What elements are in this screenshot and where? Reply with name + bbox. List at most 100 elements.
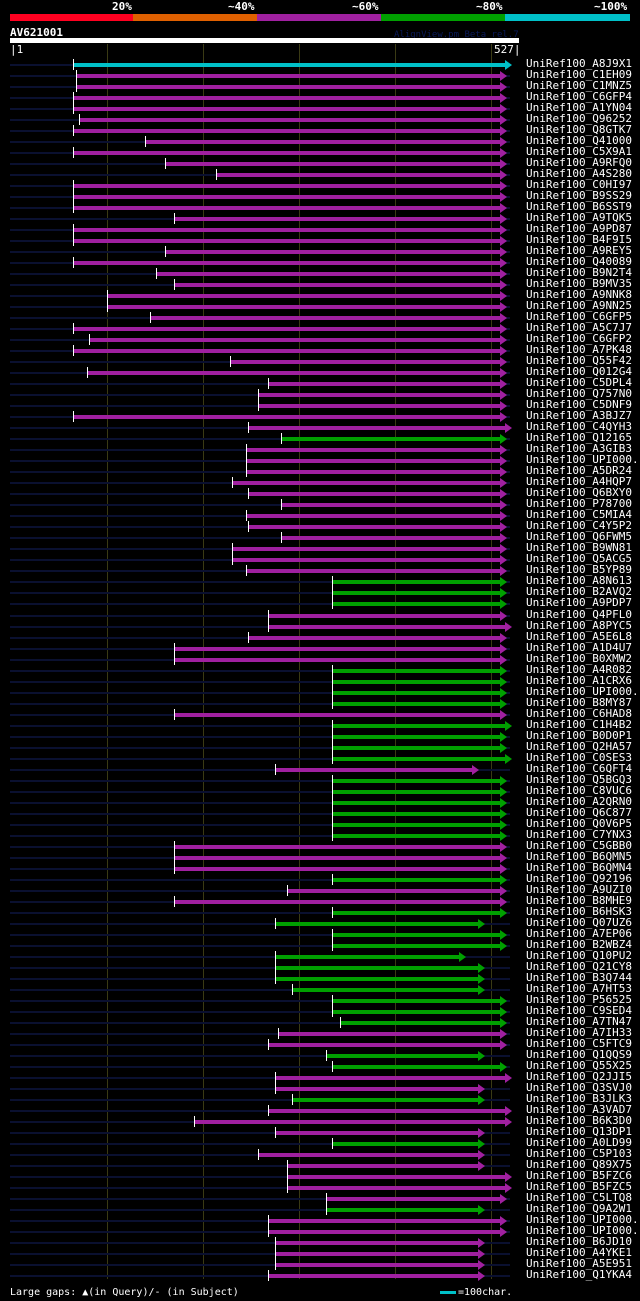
alignment-row[interactable]: UniRef100_P78700 [0,497,640,511]
hit-label[interactable]: UniRef100_Q757N0 [526,387,632,401]
alignment-row[interactable]: UniRef100_B9N2T4 [0,266,640,280]
alignment-row[interactable]: UniRef100_A1YN04 [0,101,640,115]
hit-label[interactable]: UniRef100_B5YP89 [526,563,632,577]
hit-label[interactable]: UniRef100_A0LD99 [526,1135,632,1149]
hit-label[interactable]: UniRef100_B3JLK3 [526,1091,632,1105]
alignment-row[interactable]: UniRef100_C0HI97 [0,178,640,192]
hit-label[interactable]: UniRef100_A9TQK5 [526,211,632,225]
alignment-row[interactable]: UniRef100_C7YNX3 [0,828,640,841]
alignment-row[interactable]: UniRef100_A4YKE1 [0,1246,640,1260]
alignment-row[interactable]: UniRef100_P56525 [0,993,640,1006]
hit-label[interactable]: UniRef100_B5FZC5 [526,1180,632,1194]
alignment-bar[interactable] [275,976,479,981]
alignment-row[interactable]: UniRef100_Q13DP1 [0,1125,640,1138]
alignment-row[interactable]: UniRef100_A3BJZ7 [0,409,640,423]
alignment-bar[interactable] [175,283,501,288]
hit-label[interactable]: UniRef100_B0D0P1 [526,728,632,742]
hit-label[interactable]: UniRef100_Q8GTK7 [526,123,632,137]
hit-label[interactable]: UniRef100_Q3SVJ0 [526,1080,632,1094]
alignment-row[interactable]: UniRef100_A1D4U7 [0,640,640,654]
alignment-bar[interactable] [332,877,501,882]
hit-label[interactable]: UniRef100_B2WBZ4 [526,937,632,951]
alignment-row[interactable]: UniRef100_B9WN81 [0,541,640,555]
alignment-row[interactable]: UniRef100_Q2JJI5 [0,1069,640,1083]
alignment-row[interactable]: UniRef100_Q07UZ6 [0,915,640,929]
alignment-bar[interactable] [282,437,501,442]
hit-label[interactable]: UniRef100_C1MNZ5 [526,79,632,93]
alignment-row[interactable]: UniRef100_A5DR24 [0,464,640,478]
alignment-row[interactable]: UniRef100_A7EP06 [0,927,640,940]
hit-label[interactable]: UniRef100_Q012G4 [526,365,632,379]
alignment-row[interactable]: UniRef100_Q012G4 [0,365,640,379]
hit-label[interactable]: UniRef100_UPI000.. [526,1224,640,1238]
hit-label[interactable]: UniRef100_A5E6L8 [526,629,632,643]
alignment-bar[interactable] [175,657,501,662]
alignment-bar[interactable] [77,85,501,90]
alignment-row[interactable]: UniRef100_C5MIA4 [0,508,640,522]
hit-label[interactable]: UniRef100_Q2JJI5 [526,1069,632,1083]
hit-label[interactable]: UniRef100_A3BJZ7 [526,409,632,423]
alignment-bar[interactable] [73,151,501,156]
alignment-row[interactable]: UniRef100_A7TN47 [0,1015,640,1028]
alignment-bar[interactable] [73,195,501,200]
alignment-bar[interactable] [247,459,501,464]
alignment-bar[interactable] [275,1241,479,1246]
alignment-row[interactable]: UniRef100_A4HQP7 [0,475,640,489]
hit-label[interactable]: UniRef100_A9UZI0 [526,882,632,896]
alignment-row[interactable]: UniRef100_C6GFP5 [0,310,640,324]
alignment-bar[interactable] [249,635,501,640]
alignment-bar[interactable] [175,646,501,651]
alignment-bar[interactable] [73,206,501,211]
hit-label[interactable]: UniRef100_C1H4B2 [526,717,632,731]
alignment-bar[interactable] [73,107,501,112]
alignment-row[interactable]: UniRef100_Q41000 [0,134,640,148]
alignment-row[interactable]: UniRef100_Q2HA57 [0,740,640,753]
alignment-row[interactable]: UniRef100_C5GBB0 [0,839,640,852]
alignment-row[interactable]: UniRef100_A9NN25 [0,299,640,313]
alignment-bar[interactable] [249,492,501,497]
alignment-row[interactable]: UniRef100_C1H4B2 [0,717,640,731]
alignment-bar[interactable] [80,118,501,123]
hit-label[interactable]: UniRef100_UPI000.. [526,684,640,698]
hit-label[interactable]: UniRef100_A3VAD7 [526,1102,632,1116]
hit-label[interactable]: UniRef100_Q07UZ6 [526,915,632,929]
hit-label[interactable]: UniRef100_A7PK48 [526,343,632,357]
alignment-bar[interactable] [332,679,501,684]
alignment-bar[interactable] [332,932,501,937]
alignment-row[interactable]: UniRef100_Q96252 [0,112,640,126]
alignment-bar[interactable] [175,844,501,849]
alignment-bar[interactable] [332,910,501,915]
alignment-row[interactable]: UniRef100_A4S280 [0,167,640,181]
alignment-bar[interactable] [247,514,501,519]
alignment-bar[interactable] [175,712,501,717]
alignment-row[interactable]: UniRef100_B8MHE9 [0,894,640,907]
alignment-bar[interactable] [341,1020,501,1025]
alignment-row[interactable]: UniRef100_B4F9I5 [0,233,640,247]
alignment-bar[interactable] [107,305,501,310]
alignment-row[interactable]: UniRef100_A9TQK5 [0,211,640,225]
hit-label[interactable]: UniRef100_C4QYH3 [526,420,632,434]
hit-label[interactable]: UniRef100_A1D4U7 [526,640,632,654]
alignment-bar[interactable] [332,998,501,1003]
hit-label[interactable]: UniRef100_C5DPL4 [526,376,632,390]
alignment-row[interactable]: UniRef100_Q10PU2 [0,949,640,962]
hit-label[interactable]: UniRef100_B9WN81 [526,541,632,555]
alignment-row[interactable]: UniRef100_B3Q744 [0,970,640,984]
alignment-bar[interactable] [332,1141,479,1146]
alignment-row[interactable]: UniRef100_Q6BXY0 [0,486,640,500]
alignment-row[interactable]: UniRef100_UPI000.. [0,1213,640,1227]
alignment-bar[interactable] [275,1252,479,1257]
alignment-row[interactable]: UniRef100_C6GFP4 [0,90,640,104]
alignment-bar[interactable] [275,921,479,926]
hit-label[interactable]: UniRef100_P78700 [526,497,632,511]
hit-label[interactable]: UniRef100_B3Q744 [526,970,632,984]
alignment-bar[interactable] [332,822,501,827]
alignment-bar[interactable] [233,547,501,552]
hit-label[interactable]: UniRef100_B6QMN4 [526,860,632,874]
alignment-bar[interactable] [275,1075,505,1080]
alignment-bar[interactable] [269,1108,505,1113]
alignment-row[interactable]: UniRef100_C5FTC9 [0,1036,640,1050]
hit-label[interactable]: UniRef100_Q40089 [526,255,632,269]
hit-label[interactable]: UniRef100_C5FTC9 [526,1036,632,1050]
alignment-row[interactable]: UniRef100_UPI000.. [0,1224,640,1238]
